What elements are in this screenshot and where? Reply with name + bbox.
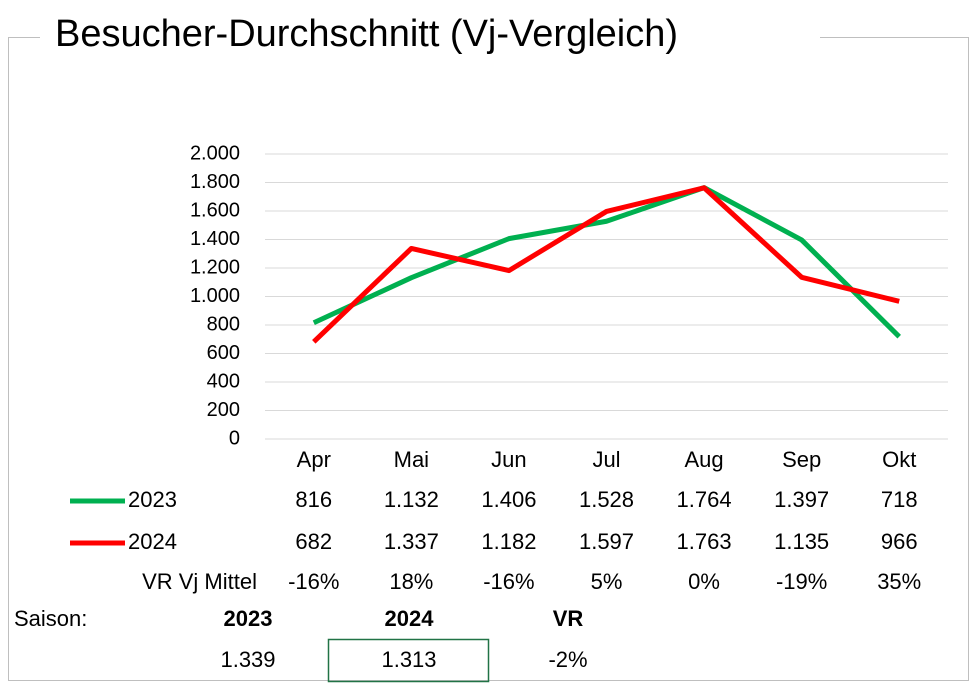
table-value: 718 (881, 487, 918, 512)
summary-header: VR (553, 606, 584, 631)
table-value: 1.135 (774, 529, 829, 554)
summary-label: Saison: (14, 606, 87, 631)
table-value: 35% (877, 569, 921, 594)
title-background (40, 10, 820, 60)
table-value: 1.182 (481, 529, 536, 554)
x-tick-label: Mai (394, 447, 429, 472)
y-tick-label: 600 (207, 342, 240, 364)
x-tick-label: Aug (684, 447, 723, 472)
table-value: 1.597 (579, 529, 634, 554)
summary-header: 2023 (224, 606, 273, 631)
x-tick-label: Okt (882, 447, 916, 472)
y-tick-label: 1.200 (190, 256, 240, 278)
table-value: 1.132 (384, 487, 439, 512)
summary-value: 1.339 (220, 647, 275, 672)
summary-value: -2% (548, 647, 587, 672)
selected-cell (327, 638, 490, 683)
table-value: 5% (591, 569, 623, 594)
y-tick-label: 400 (207, 370, 240, 392)
table-value: 816 (295, 487, 332, 512)
summary-header: 2024 (385, 606, 435, 631)
y-tick-label: 800 (207, 313, 240, 335)
y-tick-label: 1.400 (190, 228, 240, 250)
table-value: -16% (288, 569, 339, 594)
summary-value: 1.313 (381, 647, 436, 672)
x-tick-label: Apr (297, 447, 331, 472)
legend-label: 2023 (128, 487, 177, 512)
row-label: VR Vj Mittel (142, 569, 257, 594)
table-value: 0% (688, 569, 720, 594)
y-tick-label: 1.800 (190, 171, 240, 193)
y-tick-label: 1.000 (190, 285, 240, 307)
table-value: 682 (295, 529, 332, 554)
x-tick-label: Jun (491, 447, 526, 472)
table-value: 1.397 (774, 487, 829, 512)
table-value: 966 (881, 529, 918, 554)
table-value: 1.763 (677, 529, 732, 554)
table-value: 1.337 (384, 529, 439, 554)
y-tick-label: 0 (229, 427, 240, 449)
y-tick-label: 1.600 (190, 199, 240, 221)
legend-label: 2024 (128, 529, 177, 554)
y-tick-label: 200 (207, 399, 240, 421)
y-tick-label: 2.000 (190, 142, 240, 164)
table-value: 18% (389, 569, 433, 594)
x-tick-label: Jul (592, 447, 620, 472)
series-line (312, 185, 900, 344)
x-tick-label: Sep (782, 447, 821, 472)
series-line (312, 185, 901, 339)
table-value: 1.764 (677, 487, 732, 512)
table-value: -19% (776, 569, 827, 594)
table-value: -16% (483, 569, 534, 594)
table-value: 1.406 (481, 487, 536, 512)
table-value: 1.528 (579, 487, 634, 512)
chart-title: Besucher-Durchschnitt (Vj-Vergleich) (55, 13, 678, 55)
